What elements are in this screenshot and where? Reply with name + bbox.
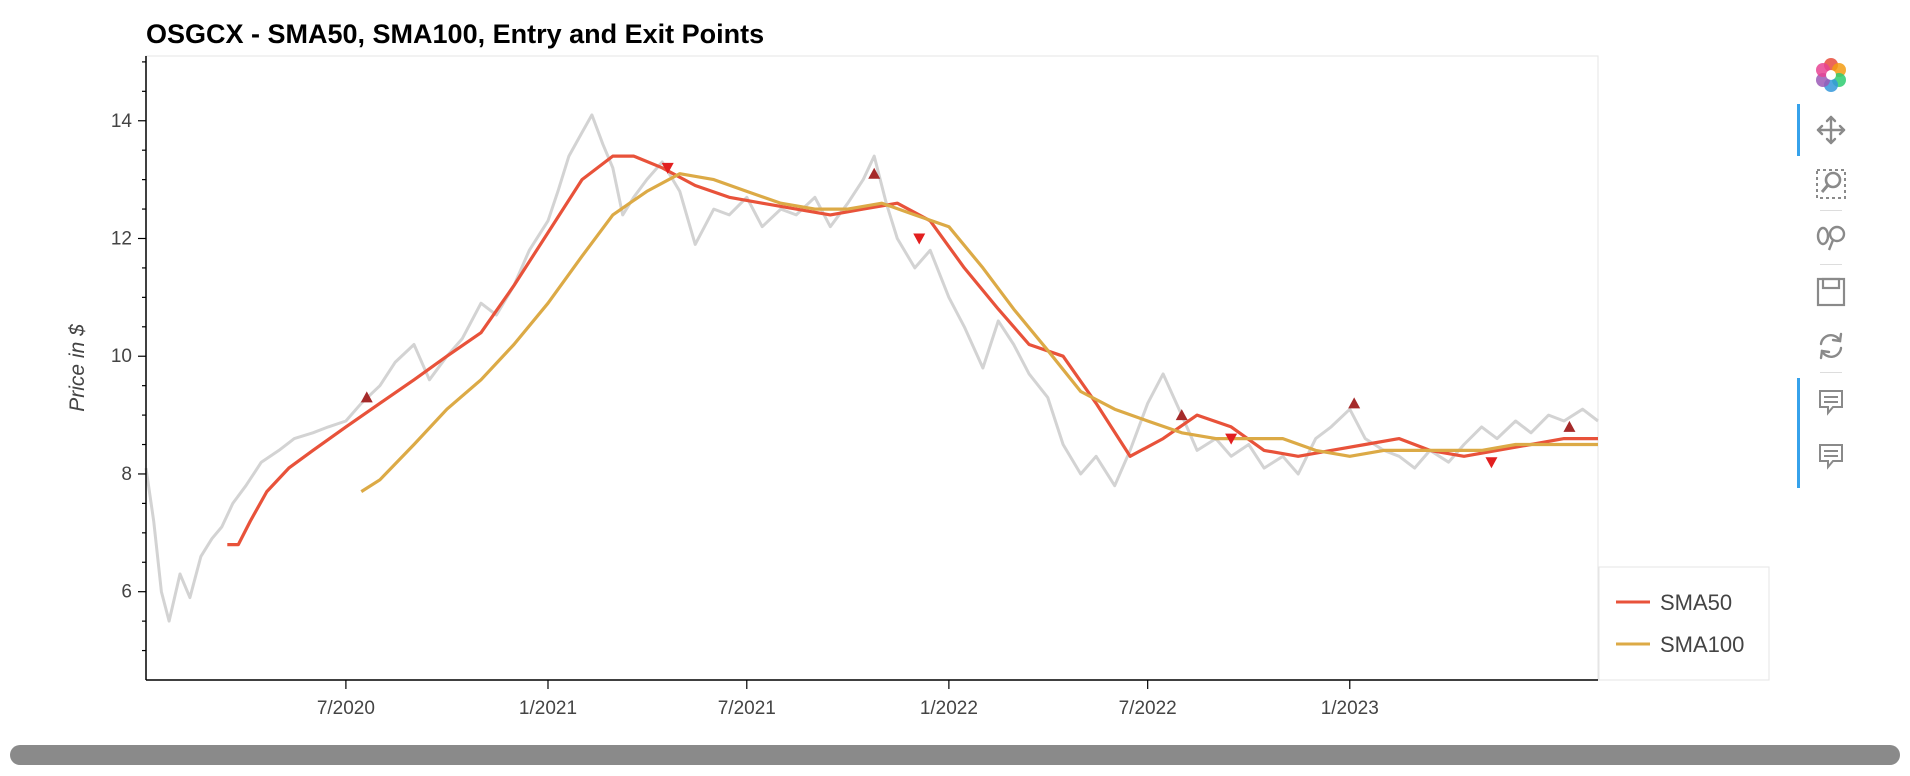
x-tick-label: 1/2023 [1321,698,1379,719]
legend: SMA50 SMA100 [1598,566,1770,681]
hover-icon[interactable] [1811,382,1851,422]
box-zoom-icon[interactable] [1811,164,1851,204]
x-tick-label: 7/2020 [317,698,375,719]
series-line-sma100 [360,172,1598,493]
y-tick-label: 6 [121,582,132,603]
hover-icon[interactable] [1811,436,1851,476]
chart-title: OSGCX - SMA50, SMA100, Entry and Exit Po… [146,19,764,49]
series-line-sma50 [227,154,1598,547]
y-tick-label: 8 [121,464,132,485]
reset-icon[interactable] [1811,326,1851,366]
x-tick-label: 7/2021 [718,698,776,719]
y-tick-label: 10 [111,346,132,367]
plot-area[interactable] [145,55,1599,681]
exit-marker [1225,433,1238,445]
wheel-zoom-icon[interactable] [1811,218,1851,258]
active-hover-indicator [1797,378,1800,488]
x-axis: 7/2020 1/2021 7/2021 1/2022 7/2022 1/2023 [146,679,1598,719]
y-tick-label: 12 [111,228,132,249]
toolbar [1797,50,1867,500]
y-axis: 6 8 10 12 14 [111,56,147,680]
plot-content [144,113,1599,623]
legend-label-sma100: SMA100 [1660,632,1744,657]
y-tick-label: 14 [111,111,133,132]
exit-marker [661,162,674,174]
x-tick-label: 7/2022 [1119,698,1177,719]
exit-marker [1485,457,1498,469]
entry-marker [868,167,881,179]
y-axis-label: Price in $ [66,324,89,412]
legend-label-sma50: SMA50 [1660,590,1732,615]
pan-icon[interactable] [1811,110,1851,150]
bokeh-logo-icon[interactable] [1811,55,1851,95]
horizontal-scrollbar[interactable] [10,745,1900,765]
entry-marker [1175,409,1188,421]
x-tick-label: 1/2022 [920,698,978,719]
entry-marker [360,391,373,403]
entry-marker [1563,420,1576,432]
x-tick-label: 1/2021 [519,698,577,719]
save-icon[interactable] [1811,272,1851,312]
entry-marker [1348,397,1361,409]
legend-box [1598,566,1770,681]
active-tool-indicator [1797,104,1800,156]
exit-marker [913,233,926,245]
